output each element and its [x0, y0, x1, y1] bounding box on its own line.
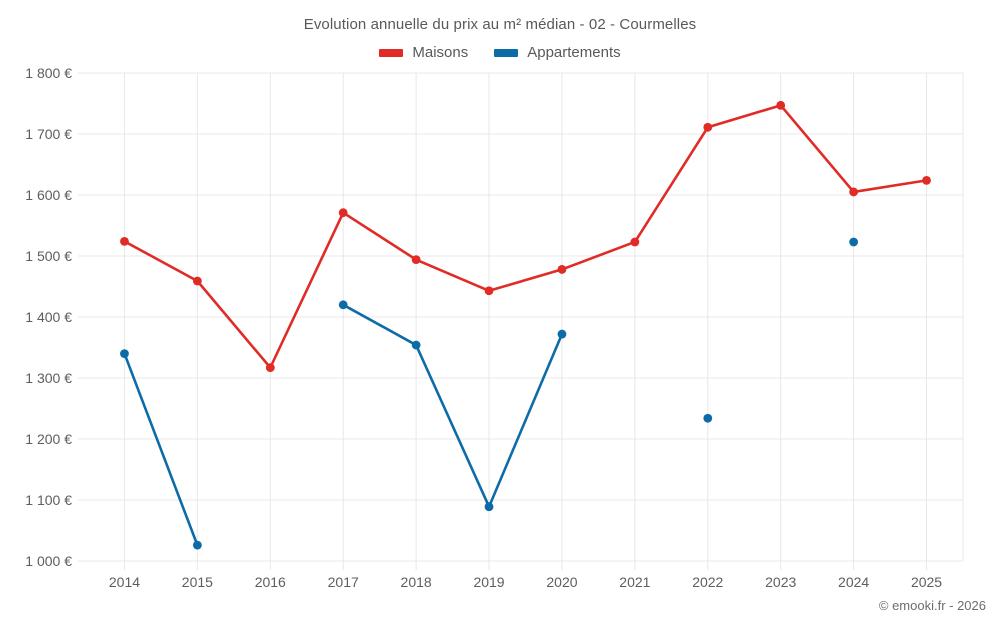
y-axis-tick-label: 1 200 €	[25, 431, 72, 447]
series-maisons	[120, 100, 931, 373]
x-axis: 2014 2015 2016 2017 2018 2019 2020 2021 2022 2023…	[109, 574, 942, 590]
data-point[interactable]	[192, 540, 202, 550]
chart-title: Evolution annuelle du prix au m² médian …	[303, 16, 697, 33]
data-point[interactable]	[192, 276, 202, 286]
data-point[interactable]	[703, 413, 713, 423]
data-point[interactable]	[411, 255, 421, 265]
x-axis-tick-label: 2023	[765, 574, 796, 590]
x-axis-tick-label: 2021	[619, 574, 650, 590]
data-point[interactable]	[557, 265, 567, 274]
y-axis-tick-label: 1 100 €	[25, 492, 72, 508]
chart-legend: Maisons Appartements	[0, 44, 1000, 61]
y-axis-tick-label: 1 000 €	[25, 553, 72, 569]
x-axis-tick-label: 2018	[401, 574, 432, 590]
data-point[interactable]	[849, 237, 859, 247]
y-axis-tick-label: 1 800 €	[25, 65, 72, 81]
legend-item-appartements[interactable]: Appartements	[494, 44, 621, 61]
y-axis-tick-label: 1 300 €	[25, 370, 72, 386]
data-point[interactable]	[484, 286, 494, 296]
x-axis-tick-label: 2017	[328, 574, 359, 590]
legend-item-maisons[interactable]: Maisons	[379, 44, 468, 61]
data-point[interactable]	[630, 237, 640, 247]
data-point[interactable]	[703, 122, 713, 132]
x-axis-tick-label: 2016	[255, 574, 286, 590]
x-axis-tick-label: 2025	[911, 574, 942, 590]
x-axis-tick-label: 2014	[109, 574, 140, 590]
data-point[interactable]	[849, 187, 859, 197]
data-point[interactable]	[120, 349, 129, 358]
data-line	[341, 303, 564, 509]
data-point[interactable]	[120, 236, 129, 246]
data-point[interactable]	[776, 100, 786, 110]
x-axis-tick-label: 2024	[838, 574, 869, 590]
x-axis-tick-label: 2015	[182, 574, 213, 590]
data-point[interactable]	[922, 175, 931, 185]
legend-swatch-appartements	[494, 48, 519, 57]
x-axis-tick-label: 2020	[546, 574, 577, 590]
y-axis-tick-label: 1 500 €	[25, 248, 72, 264]
y-axis-tick-label: 1 400 €	[25, 309, 72, 325]
data-point[interactable]	[557, 329, 567, 339]
y-axis-tick-label: 1 600 €	[25, 187, 72, 203]
data-point[interactable]	[338, 208, 348, 218]
x-axis-tick-label: 2022	[692, 574, 723, 590]
legend-label-appartements: Appartements	[527, 44, 621, 61]
data-line	[123, 104, 928, 369]
data-point[interactable]	[484, 502, 494, 512]
grid-lines: 1 000 € 1 100 € 1 200 € 1 300 € 1 400 € 1 500…	[25, 65, 964, 570]
series-appartements	[120, 237, 859, 550]
y-axis-tick-label: 1 700 €	[25, 126, 72, 142]
data-line	[123, 352, 199, 547]
data-point[interactable]	[411, 340, 421, 350]
data-point[interactable]	[265, 363, 275, 373]
legend-swatch-maisons	[379, 48, 404, 57]
footer-credit: © emooki.fr - 2026	[878, 598, 986, 613]
legend-label-maisons: Maisons	[412, 44, 469, 61]
x-axis-tick-label: 2019	[473, 574, 504, 590]
data-point[interactable]	[338, 300, 348, 310]
